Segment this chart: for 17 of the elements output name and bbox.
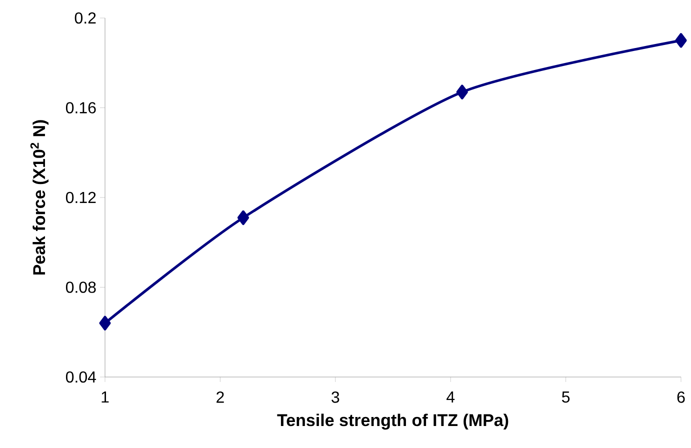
point	[675, 33, 687, 48]
x-tick-label: 1	[102, 392, 109, 403]
point	[456, 84, 468, 100]
y-tick-label: 0.16	[66, 102, 96, 114]
y-tick-label: 0.08	[66, 282, 96, 293]
y-tick-label: 0.04	[66, 371, 96, 383]
point	[237, 210, 250, 225]
x-tick-label: 6	[677, 392, 685, 403]
x-tick-label: 4	[446, 392, 455, 403]
y-axis-title: Peak force (X10$^{2}$ N)	[30, 120, 48, 275]
y-tick-label: 0.12	[66, 192, 96, 204]
y-tick-label: 0.2	[74, 12, 96, 24]
x-axis-title: Tensile strength of ITZ (MPa)	[277, 414, 508, 430]
x-tick-label: 2	[216, 392, 224, 403]
x-tick-label: 3	[332, 392, 340, 403]
point	[99, 316, 111, 330]
x-tick-label: 5	[562, 392, 570, 403]
